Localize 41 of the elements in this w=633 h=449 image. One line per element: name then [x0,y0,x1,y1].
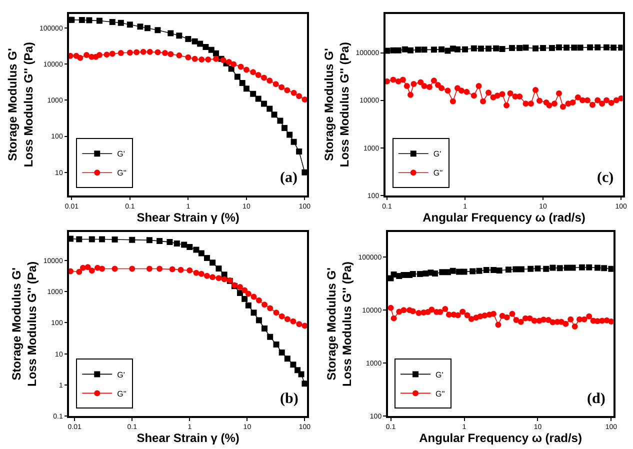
point [495,322,502,328]
x-axis-title: Shear Strain γ (%) [136,210,240,225]
y-axis-title: Storage Modulus G' Loss Modulus G'' (Pa) [10,261,40,386]
point [586,313,592,320]
point [428,306,435,313]
point [464,312,470,318]
annotation: (d) [587,391,606,407]
point [518,318,524,325]
point [562,320,569,327]
y-axis-title: Storage Modulus G' Loss Modulus G'' (Pa) [322,42,352,168]
annotation: (a) [280,170,298,186]
point [568,316,574,322]
point [416,310,422,316]
point [410,271,416,278]
x-axis-title: Angular Frequency ω (rad/s) [422,210,586,225]
point [388,304,394,311]
legend-label: G'' [433,168,444,178]
legend-label: G'' [436,389,446,398]
legend-label: G' [117,150,126,159]
x-axis-title: Shear Strain γ (%) [136,431,240,446]
annotation: (c) [597,170,614,186]
y-axis-title: Storage Modulus G' Loss Modulus G'' (Pa) [324,261,354,386]
point [400,272,407,278]
legend-label: G' [433,150,442,159]
legend-label: G' [117,370,126,380]
legend-label: G' [436,370,444,380]
legend-label: G'' [117,168,127,178]
point [509,310,516,317]
annotation: (b) [280,391,298,407]
point [581,316,588,322]
point [460,308,466,315]
legend-label: G'' [117,389,127,398]
x-axis-title: Angular Frequency ω (rad/s) [419,431,582,446]
point [442,306,448,312]
point [608,318,614,324]
point [400,307,407,314]
point [504,314,510,320]
point [513,317,520,324]
point [572,324,578,330]
point [410,308,416,314]
y-axis-title: Storage Modulus G' Loss Modulus G'' (Pa) [6,42,36,168]
